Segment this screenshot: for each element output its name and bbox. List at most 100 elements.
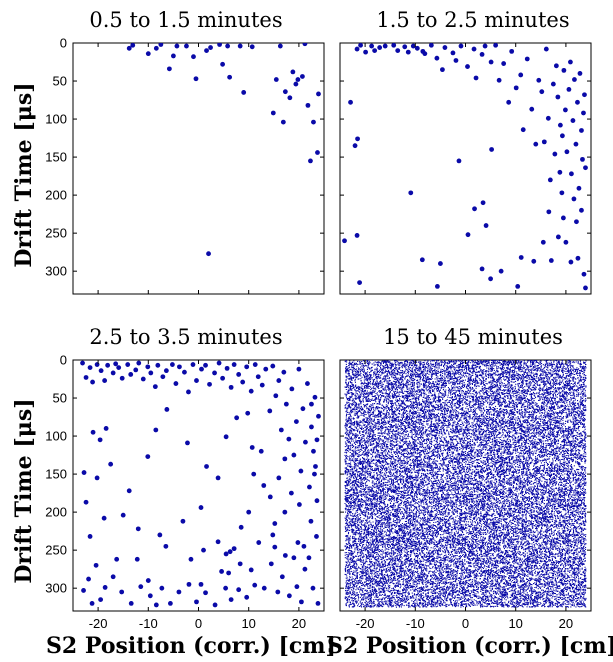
data-point: [553, 63, 559, 69]
y-tick-label: 0: [60, 353, 67, 368]
data-point: [212, 370, 217, 376]
data-point: [456, 158, 462, 164]
data-point: [101, 515, 107, 521]
data-point: [193, 76, 199, 82]
x-axis-label-right: S2 Position (corr.) [cm]: [327, 633, 613, 659]
data-point: [568, 59, 573, 65]
data-point: [216, 360, 222, 366]
panel-0-5-to-1-5-minutes: 0 50 100 150 200 250 300: [45, 36, 325, 295]
data-point: [301, 543, 307, 549]
data-point: [295, 540, 301, 545]
data-point: [244, 594, 250, 600]
data-point: [110, 574, 116, 580]
y-tick-label: 150: [45, 467, 67, 482]
data-point: [245, 410, 251, 416]
data-point: [158, 43, 164, 47]
data-point: [583, 165, 588, 171]
data-point: [557, 122, 563, 128]
data-point: [270, 532, 276, 538]
data-point: [357, 280, 362, 285]
data-point: [194, 378, 199, 383]
data-point: [207, 381, 212, 387]
data-point: [483, 223, 489, 228]
data-point: [191, 54, 196, 60]
data-point: [241, 90, 247, 95]
data-point: [472, 206, 477, 212]
data-point: [305, 102, 311, 108]
data-point: [272, 521, 278, 526]
x-tick-label: 10: [508, 616, 522, 631]
data-point: [261, 483, 267, 488]
data-point: [422, 51, 428, 57]
data-point: [581, 271, 587, 277]
data-point: [238, 524, 244, 530]
panel-2-5-to-3-5-minutes: 0 50 100 150 200 250 300 -20 -10 0 10 20: [45, 353, 325, 631]
data-point: [496, 77, 502, 83]
data-point: [270, 363, 276, 369]
data-point: [135, 526, 141, 532]
data-point: [531, 258, 537, 264]
data-point: [215, 539, 221, 545]
data-point: [155, 362, 161, 368]
data-point: [297, 502, 302, 507]
data-point: [354, 233, 360, 238]
data-point: [237, 561, 243, 567]
data-point: [145, 51, 151, 57]
data-point: [414, 45, 420, 51]
data-point: [289, 386, 295, 392]
data-point: [217, 43, 222, 47]
data-point: [291, 452, 297, 458]
data-point: [223, 434, 229, 440]
data-point: [311, 448, 316, 454]
data-point: [128, 600, 134, 606]
data-point: [308, 158, 313, 164]
data-point: [83, 499, 89, 505]
data-point: [533, 141, 539, 147]
data-point: [560, 215, 566, 221]
data-point: [395, 48, 401, 54]
data-point: [194, 599, 199, 605]
data-point: [190, 362, 196, 367]
y-tick-label: 100: [45, 112, 67, 127]
data-point: [180, 518, 186, 524]
data-point: [240, 379, 246, 385]
data-point: [287, 95, 293, 101]
data-point: [583, 285, 588, 291]
data-point: [89, 600, 95, 606]
data-point: [105, 362, 111, 368]
data-point: [248, 388, 254, 394]
data-point: [428, 43, 434, 48]
data-point: [223, 551, 229, 557]
data-point: [559, 133, 565, 139]
panel-2-title: 1.5 to 2.5 minutes: [376, 8, 569, 32]
data-point: [80, 360, 85, 366]
y-tick-label: 100: [45, 429, 67, 444]
data-point: [228, 597, 234, 602]
data-point: [215, 475, 221, 481]
data-point: [570, 118, 576, 123]
panel-1-5-to-2-5-minutes: [339, 42, 592, 295]
data-point: [166, 66, 172, 72]
data-point: [311, 119, 316, 125]
data-point: [249, 44, 255, 50]
data-point: [288, 490, 294, 496]
data-point: [541, 139, 547, 145]
data-point: [355, 136, 360, 142]
data-point: [203, 362, 208, 368]
data-point: [548, 258, 554, 263]
data-point: [316, 413, 321, 419]
data-point: [163, 368, 169, 374]
data-point: [568, 259, 574, 265]
panel-4-title: 15 to 45 minutes: [383, 325, 563, 349]
data-points: [80, 360, 321, 608]
data-point: [90, 429, 96, 435]
data-point: [228, 384, 234, 390]
data-point: [308, 518, 314, 524]
plot-area-frame: [72, 359, 325, 612]
data-point: [278, 427, 284, 433]
data-point: [520, 127, 526, 133]
data-point: [479, 266, 485, 272]
data-point: [358, 43, 363, 48]
data-point: [83, 375, 89, 380]
data-point: [559, 190, 565, 196]
